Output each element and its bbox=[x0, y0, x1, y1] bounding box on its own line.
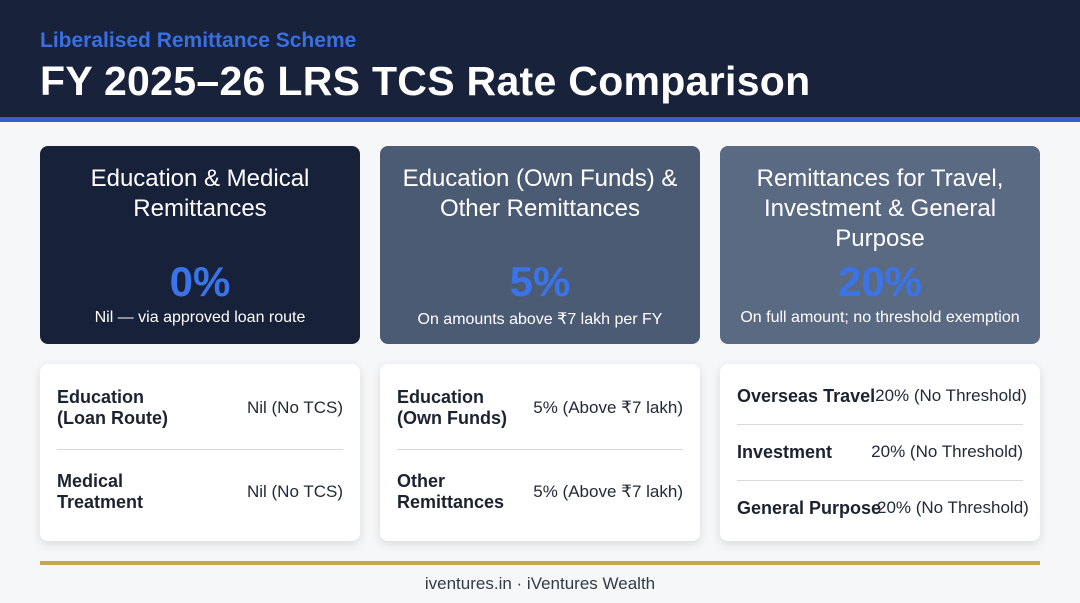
detail-row-value: 5% (Above ₹7 lakh) bbox=[533, 398, 683, 417]
rate-card-education-medical: Education & Medical Remittances 0% Nil —… bbox=[40, 146, 360, 344]
rate-card-rate: 5% bbox=[509, 258, 571, 305]
detail-row-value: 20% (No Threshold) bbox=[875, 386, 1027, 405]
rate-card-rate: 0% bbox=[169, 258, 231, 305]
rate-card-title: Education & Medical Remittances bbox=[90, 165, 310, 222]
detail-row-label: Education (Own Funds) bbox=[397, 387, 507, 428]
detail-row: Education (Loan Route) Nil (No TCS) bbox=[57, 384, 343, 432]
detail-panel-own-funds-other: Education (Own Funds) 5% (Above ₹7 lakh)… bbox=[380, 364, 700, 541]
rate-card-title: Education (Own Funds) & Other Remittance… bbox=[402, 165, 678, 222]
rate-card-rate: 20% bbox=[837, 258, 923, 305]
rate-card-note: On full amount; no threshold exemption bbox=[740, 309, 1020, 326]
detail-row: General Purpose 20% (No Threshold) bbox=[737, 496, 1029, 520]
detail-panel-travel-investment-general: Overseas Travel 20% (No Threshold) Inves… bbox=[720, 364, 1040, 541]
rate-card-title: Remittances for Travel, Investment & Gen… bbox=[756, 165, 1004, 252]
detail-row-value: 20% (No Threshold) bbox=[871, 442, 1023, 461]
detail-row: Investment 20% (No Threshold) bbox=[737, 440, 1023, 464]
rate-card-note: On amounts above ₹7 lakh per FY bbox=[417, 311, 663, 328]
detail-row-label: Medical Treatment bbox=[57, 471, 144, 512]
row-divider bbox=[737, 480, 1023, 481]
rate-card-note: Nil — via approved loan route bbox=[94, 309, 306, 326]
detail-row-value: Nil (No TCS) bbox=[246, 482, 343, 501]
detail-row-value: 20% (No Threshold) bbox=[877, 498, 1029, 517]
row-divider bbox=[397, 449, 683, 450]
detail-panel-education-medical: Education (Loan Route) Nil (No TCS) Medi… bbox=[40, 364, 360, 541]
detail-row: Medical Treatment Nil (No TCS) bbox=[57, 468, 343, 516]
detail-row-label: Education (Loan Route) bbox=[57, 387, 168, 428]
header-accent-line bbox=[0, 117, 1080, 122]
detail-row-label: General Purpose bbox=[737, 497, 882, 518]
page-title: FY 2025–26 LRS TCS Rate Comparison bbox=[40, 58, 811, 104]
header-subtitle: Liberalised Remittance Scheme bbox=[40, 29, 357, 52]
header-banner: Liberalised Remittance Scheme FY 2025–26… bbox=[0, 0, 1080, 122]
footer-credit: iventures.in · iVentures Wealth bbox=[424, 574, 656, 593]
row-divider bbox=[737, 424, 1023, 425]
detail-row: Other Remittances 5% (Above ₹7 lakh) bbox=[397, 468, 683, 516]
rate-card-travel-investment-general: Remittances for Travel, Investment & Gen… bbox=[720, 146, 1040, 344]
detail-row: Education (Own Funds) 5% (Above ₹7 lakh) bbox=[397, 384, 683, 432]
detail-row: Overseas Travel 20% (No Threshold) bbox=[737, 384, 1027, 408]
row-divider bbox=[57, 449, 343, 450]
detail-row-label: Other Remittances bbox=[397, 471, 505, 512]
detail-row-value: 5% (Above ₹7 lakh) bbox=[533, 482, 683, 501]
footer-divider bbox=[40, 561, 1040, 565]
rate-card-own-funds-other: Education (Own Funds) & Other Remittance… bbox=[380, 146, 700, 344]
detail-row-label: Overseas Travel bbox=[737, 385, 876, 406]
detail-row-value: Nil (No TCS) bbox=[246, 398, 343, 417]
detail-row-label: Investment bbox=[737, 441, 833, 462]
